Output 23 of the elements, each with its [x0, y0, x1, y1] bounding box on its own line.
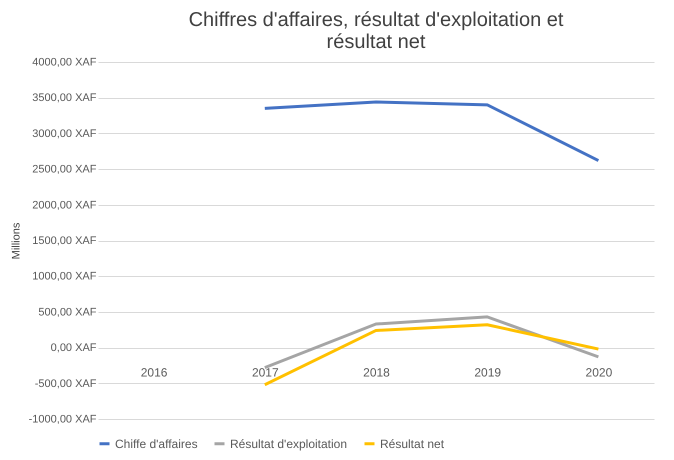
y-tick-label: 2000,00 XAF: [32, 199, 97, 212]
y-tick-label: 500,00 XAF: [38, 306, 97, 318]
legend-label: Résultat d'exploitation: [230, 436, 348, 451]
y-tick-label: 4000,00 XAF: [32, 56, 97, 68]
y-tick-label: -500,00 XAF: [34, 378, 97, 390]
y-axis-title: Millions: [10, 222, 23, 260]
x-tick-label: 2020: [586, 366, 613, 380]
x-tick-label: 2019: [474, 366, 502, 380]
y-tick-label: -1000,00 XAF: [28, 414, 97, 426]
line-series: [263, 100, 600, 162]
y-tick-label: 3500,00 XAF: [32, 92, 97, 104]
y-tick-label: 2500,00 XAF: [32, 164, 97, 176]
line-series: [263, 315, 600, 370]
x-tick-label: 2016: [140, 366, 168, 380]
y-tick-label: 3000,00 XAF: [32, 128, 97, 140]
legend-label: Résultat net: [380, 436, 445, 451]
y-tick-label: 0,00 XAF: [50, 342, 97, 354]
x-tick-label: 2017: [252, 366, 279, 380]
x-tick-label: 2018: [363, 366, 390, 380]
y-tick-label: 1500,00 XAF: [32, 235, 97, 247]
chart-title: Chiffres d'affaires, résultat d'exploitation et résultat net: [188, 9, 564, 53]
y-tick-label: 1000,00 XAF: [32, 270, 97, 283]
legend-label: Chiffe d'affaires: [115, 436, 198, 451]
